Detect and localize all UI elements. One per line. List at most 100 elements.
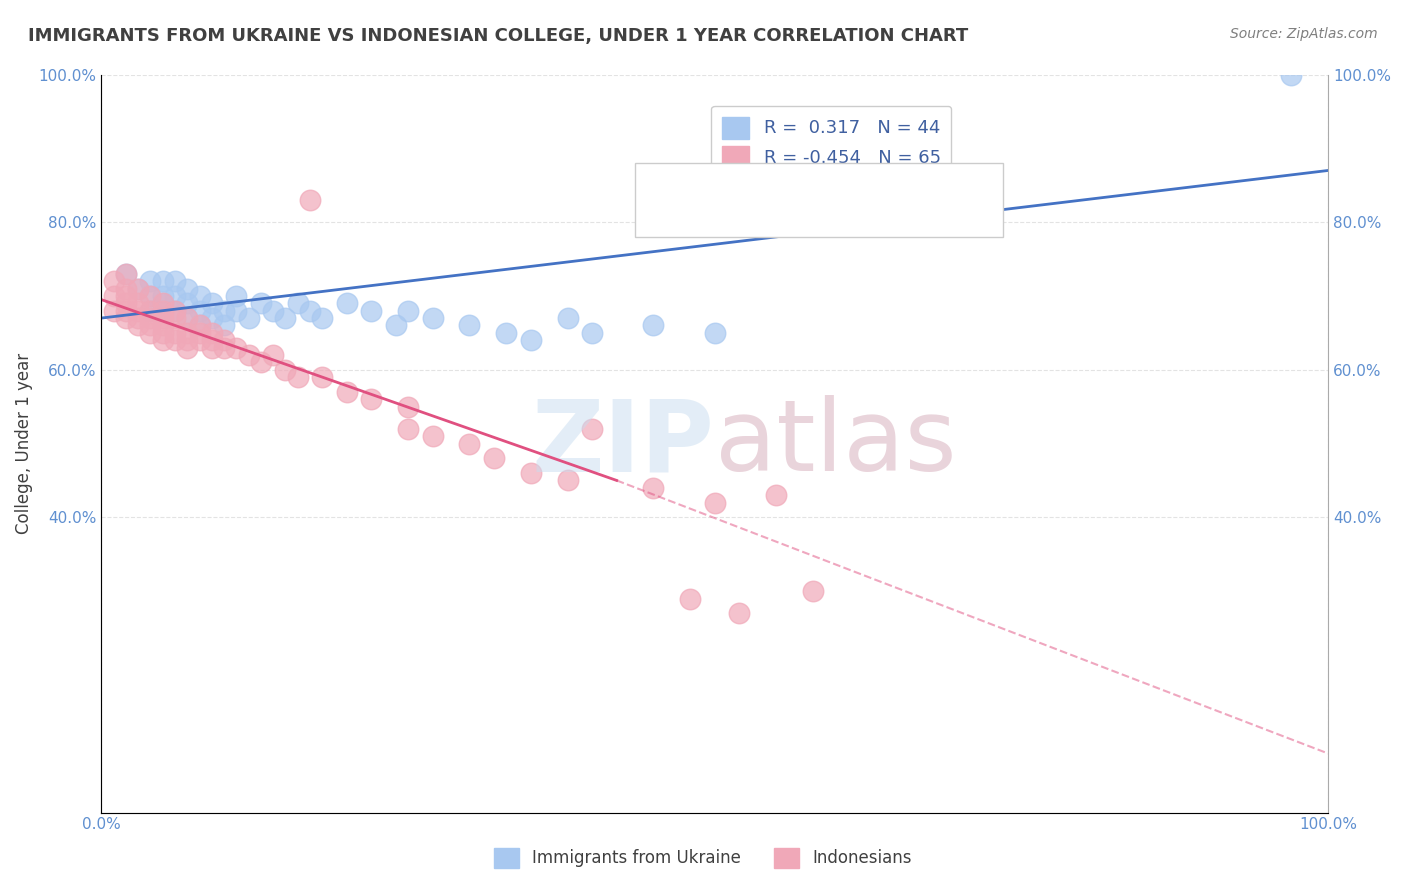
- Y-axis label: College, Under 1 year: College, Under 1 year: [15, 353, 32, 534]
- Point: [152, 296, 174, 310]
- Point: [152, 333, 174, 347]
- Point: [176, 281, 198, 295]
- Point: [152, 326, 174, 340]
- Point: [176, 311, 198, 326]
- Point: [115, 289, 138, 303]
- Point: [396, 422, 419, 436]
- Point: [188, 326, 211, 340]
- Point: [385, 318, 408, 333]
- Point: [679, 591, 702, 606]
- Point: [139, 289, 162, 303]
- Point: [152, 303, 174, 318]
- Point: [311, 311, 333, 326]
- Point: [225, 341, 247, 355]
- Point: [298, 193, 321, 207]
- Point: [127, 303, 149, 318]
- Point: [287, 296, 309, 310]
- Point: [115, 267, 138, 281]
- Point: [127, 311, 149, 326]
- Point: [728, 607, 751, 621]
- Point: [643, 481, 665, 495]
- Point: [250, 355, 273, 369]
- Point: [103, 289, 125, 303]
- Point: [581, 326, 603, 340]
- Point: [103, 303, 125, 318]
- Point: [482, 451, 505, 466]
- Point: [188, 318, 211, 333]
- Point: [176, 326, 198, 340]
- Point: [287, 370, 309, 384]
- Point: [643, 318, 665, 333]
- Point: [188, 303, 211, 318]
- Point: [212, 333, 235, 347]
- Point: [557, 474, 579, 488]
- Point: [212, 303, 235, 318]
- Point: [458, 318, 481, 333]
- Legend: R =  0.317   N = 44, R = -0.454   N = 65: R = 0.317 N = 44, R = -0.454 N = 65: [711, 105, 952, 178]
- Point: [139, 289, 162, 303]
- Legend: Immigrants from Ukraine, Indonesians: Immigrants from Ukraine, Indonesians: [486, 841, 920, 875]
- Point: [115, 281, 138, 295]
- Point: [703, 326, 725, 340]
- Point: [360, 303, 382, 318]
- Point: [212, 318, 235, 333]
- Point: [127, 281, 149, 295]
- Point: [396, 400, 419, 414]
- Point: [311, 370, 333, 384]
- Point: [188, 289, 211, 303]
- Point: [152, 311, 174, 326]
- Point: [703, 495, 725, 509]
- Point: [250, 296, 273, 310]
- Point: [188, 333, 211, 347]
- Point: [520, 333, 543, 347]
- FancyBboxPatch shape: [636, 163, 1002, 237]
- Point: [152, 289, 174, 303]
- Point: [163, 303, 186, 318]
- Point: [201, 333, 224, 347]
- Point: [458, 436, 481, 450]
- Point: [103, 274, 125, 288]
- Point: [360, 392, 382, 407]
- Point: [163, 289, 186, 303]
- Point: [201, 326, 224, 340]
- Point: [274, 362, 297, 376]
- Point: [139, 311, 162, 326]
- Point: [188, 318, 211, 333]
- Point: [115, 296, 138, 310]
- Text: atlas: atlas: [714, 395, 956, 492]
- Point: [139, 303, 162, 318]
- Point: [127, 318, 149, 333]
- Point: [176, 296, 198, 310]
- Point: [127, 296, 149, 310]
- Text: ZIP: ZIP: [531, 395, 714, 492]
- Point: [163, 311, 186, 326]
- Point: [336, 296, 359, 310]
- Point: [115, 267, 138, 281]
- Point: [225, 303, 247, 318]
- Point: [163, 303, 186, 318]
- Point: [163, 333, 186, 347]
- Point: [1279, 68, 1302, 82]
- Point: [212, 341, 235, 355]
- Point: [139, 326, 162, 340]
- Point: [152, 296, 174, 310]
- Point: [139, 303, 162, 318]
- Point: [115, 311, 138, 326]
- Point: [176, 333, 198, 347]
- Point: [201, 341, 224, 355]
- Point: [176, 311, 198, 326]
- Point: [201, 296, 224, 310]
- Point: [225, 289, 247, 303]
- Point: [152, 318, 174, 333]
- Point: [274, 311, 297, 326]
- Point: [163, 326, 186, 340]
- Point: [495, 326, 517, 340]
- Point: [115, 303, 138, 318]
- Point: [139, 274, 162, 288]
- Point: [557, 311, 579, 326]
- Point: [262, 348, 284, 362]
- Point: [765, 488, 787, 502]
- Point: [336, 384, 359, 399]
- Point: [163, 274, 186, 288]
- Point: [422, 429, 444, 443]
